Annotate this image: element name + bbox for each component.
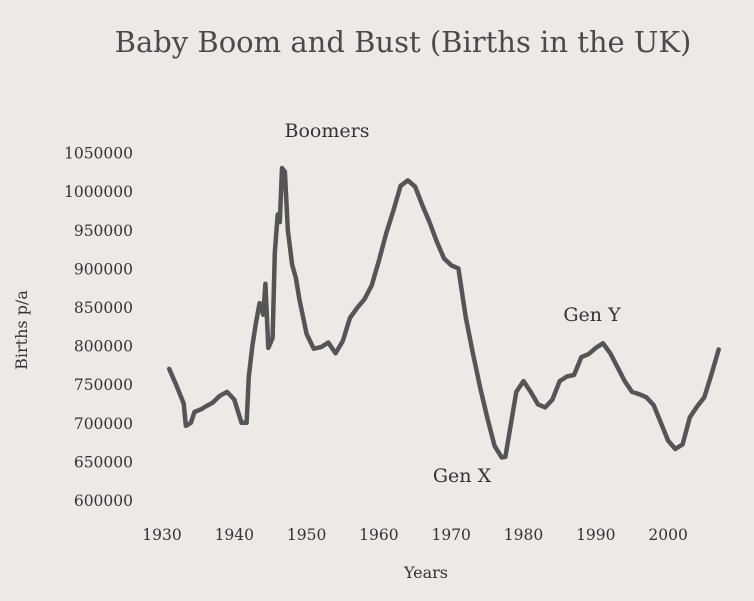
- y-tick-label: 650000: [74, 453, 133, 471]
- x-tick-label: 1950: [287, 526, 326, 544]
- x-tick-label: 1980: [504, 526, 543, 544]
- annotation-gen-x: Gen X: [433, 465, 492, 487]
- y-tick-label: 600000: [74, 492, 133, 510]
- y-tick-label: 800000: [74, 338, 133, 356]
- y-tick-label: 900000: [74, 260, 133, 278]
- chart-title: Baby Boom and Bust (Births in the UK): [115, 25, 692, 59]
- x-tick-label: 1940: [215, 526, 254, 544]
- x-axis-ticks: 1930 1940 1950 1960 1970 1980 1990 2000: [142, 526, 688, 544]
- x-tick-label: 1990: [576, 526, 615, 544]
- y-tick-label: 700000: [74, 415, 133, 433]
- x-tick-label: 2000: [648, 526, 687, 544]
- x-tick-label: 1960: [359, 526, 398, 544]
- y-tick-label: 850000: [74, 299, 133, 317]
- y-tick-label: 1050000: [64, 145, 133, 163]
- annotation-gen-y: Gen Y: [563, 304, 621, 326]
- series-line-births: [166, 165, 721, 460]
- y-axis-label: Births p/a: [12, 290, 31, 370]
- x-tick-label: 1930: [142, 526, 181, 544]
- y-tick-label: 750000: [74, 376, 133, 394]
- y-axis-ticks: 600000 650000 700000 750000 800000 850000 9000…: [64, 145, 133, 510]
- x-tick-label: 1970: [431, 526, 470, 544]
- annotation-boomers: Boomers: [285, 120, 370, 142]
- series-layer: [166, 165, 721, 460]
- x-axis-label: Years: [403, 563, 448, 582]
- y-tick-label: 950000: [74, 222, 133, 240]
- y-tick-label: 1000000: [64, 183, 133, 201]
